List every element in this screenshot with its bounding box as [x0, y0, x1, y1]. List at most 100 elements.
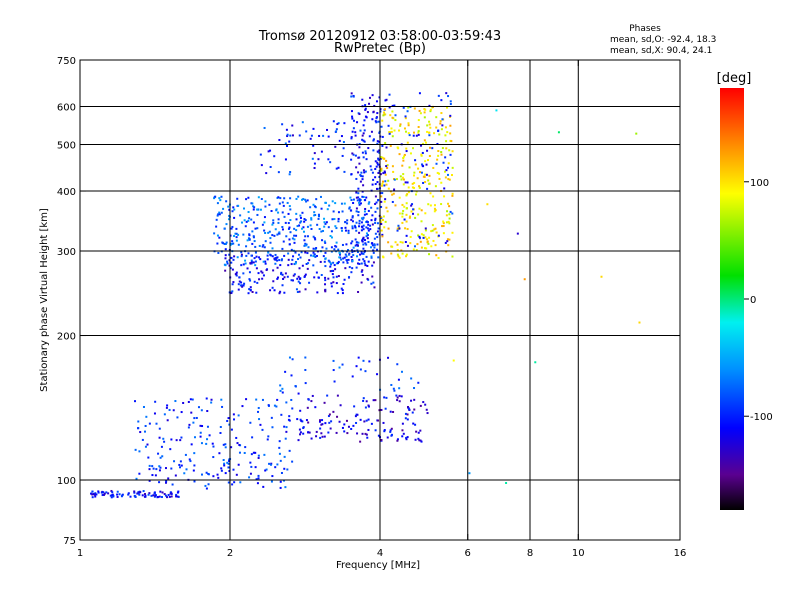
- echo-point: [258, 418, 261, 421]
- echo-point: [371, 183, 374, 186]
- echo-point: [357, 196, 360, 199]
- echo-point: [345, 250, 348, 253]
- echo-point: [418, 109, 421, 112]
- echo-point: [352, 95, 355, 98]
- echo-point: [396, 229, 399, 232]
- echo-point: [429, 146, 432, 149]
- echo-point: [165, 406, 168, 409]
- echo-point: [410, 377, 413, 380]
- echo-point: [359, 202, 362, 205]
- echo-point: [337, 220, 340, 223]
- echo-point: [406, 181, 409, 184]
- echo-point: [350, 137, 353, 140]
- echo-point: [148, 422, 151, 425]
- echo-point: [337, 211, 340, 214]
- echo-point: [441, 147, 444, 150]
- echo-point: [443, 170, 446, 173]
- echo-point: [446, 238, 449, 241]
- echo-point: [364, 207, 367, 210]
- echo-point: [248, 238, 251, 241]
- echo-point: [227, 218, 230, 221]
- echo-point: [308, 259, 311, 262]
- echo-point: [356, 432, 359, 435]
- echo-point: [350, 218, 353, 221]
- echo-point: [406, 141, 409, 144]
- echo-point: [380, 167, 383, 170]
- echo-point: [274, 262, 277, 265]
- echo-point: [385, 206, 388, 209]
- echo-point: [287, 252, 290, 255]
- echo-point: [297, 195, 300, 198]
- echo-point: [396, 363, 399, 366]
- echo-point: [375, 100, 378, 103]
- echo-point: [264, 231, 267, 234]
- echo-point: [221, 405, 224, 408]
- echo-point: [361, 138, 364, 141]
- echo-point: [214, 195, 217, 198]
- echo-point: [224, 254, 227, 257]
- echo-point: [233, 481, 236, 484]
- echo-point: [256, 227, 259, 230]
- echo-point: [389, 114, 392, 117]
- echo-point: [428, 120, 431, 123]
- echo-point: [264, 469, 267, 472]
- echo-point: [91, 496, 94, 499]
- series-isolated-echoes: [452, 109, 641, 485]
- echo-point: [346, 432, 349, 435]
- echo-point: [205, 471, 208, 474]
- echo-point: [227, 466, 230, 469]
- echo-point: [152, 467, 155, 470]
- echo-point: [445, 169, 448, 172]
- echo-point: [109, 494, 112, 497]
- echo-point: [179, 460, 182, 463]
- echo-point: [163, 493, 166, 496]
- echo-point: [331, 273, 334, 276]
- echo-point: [330, 236, 333, 239]
- echo-point: [148, 492, 151, 495]
- echo-point: [336, 123, 339, 126]
- echo-point: [393, 178, 396, 181]
- colorbar-tick-label: 100: [750, 178, 769, 189]
- echo-point: [376, 373, 379, 376]
- echo-point: [311, 157, 314, 160]
- echo-point: [351, 375, 354, 378]
- echo-point: [350, 92, 353, 95]
- echo-point: [365, 213, 368, 216]
- echo-point: [342, 147, 345, 150]
- echo-point: [242, 233, 245, 236]
- x-tick-label: 10: [572, 548, 585, 559]
- echo-point: [220, 467, 223, 470]
- echo-point: [425, 247, 428, 250]
- echo-point: [144, 430, 147, 433]
- echo-point: [261, 277, 264, 280]
- echo-point: [317, 158, 320, 161]
- echo-point: [405, 207, 408, 210]
- echo-point: [392, 387, 395, 390]
- echo-point: [449, 124, 452, 127]
- echo-point: [159, 490, 162, 493]
- echo-point: [372, 138, 375, 141]
- echo-point: [312, 251, 315, 254]
- echo-point: [412, 208, 415, 211]
- echo-point: [257, 410, 260, 413]
- echo-point: [377, 434, 380, 437]
- echo-point: [396, 253, 399, 256]
- echo-point: [335, 128, 338, 131]
- echo-point: [417, 130, 420, 133]
- echo-point: [334, 202, 337, 205]
- echo-point: [411, 411, 414, 414]
- echo-point: [255, 478, 258, 481]
- echo-point: [505, 482, 508, 485]
- echo-point: [381, 182, 384, 185]
- echo-point: [396, 439, 399, 442]
- chart-subtitle: RwPretec (Bp): [334, 41, 426, 56]
- echo-point: [169, 491, 172, 494]
- echo-point: [449, 153, 452, 156]
- echo-point: [261, 428, 264, 431]
- echo-point: [354, 134, 357, 137]
- echo-point: [250, 259, 253, 262]
- echo-point: [319, 195, 322, 198]
- echo-point: [406, 406, 409, 409]
- echo-point: [222, 459, 225, 462]
- echo-point: [412, 422, 415, 425]
